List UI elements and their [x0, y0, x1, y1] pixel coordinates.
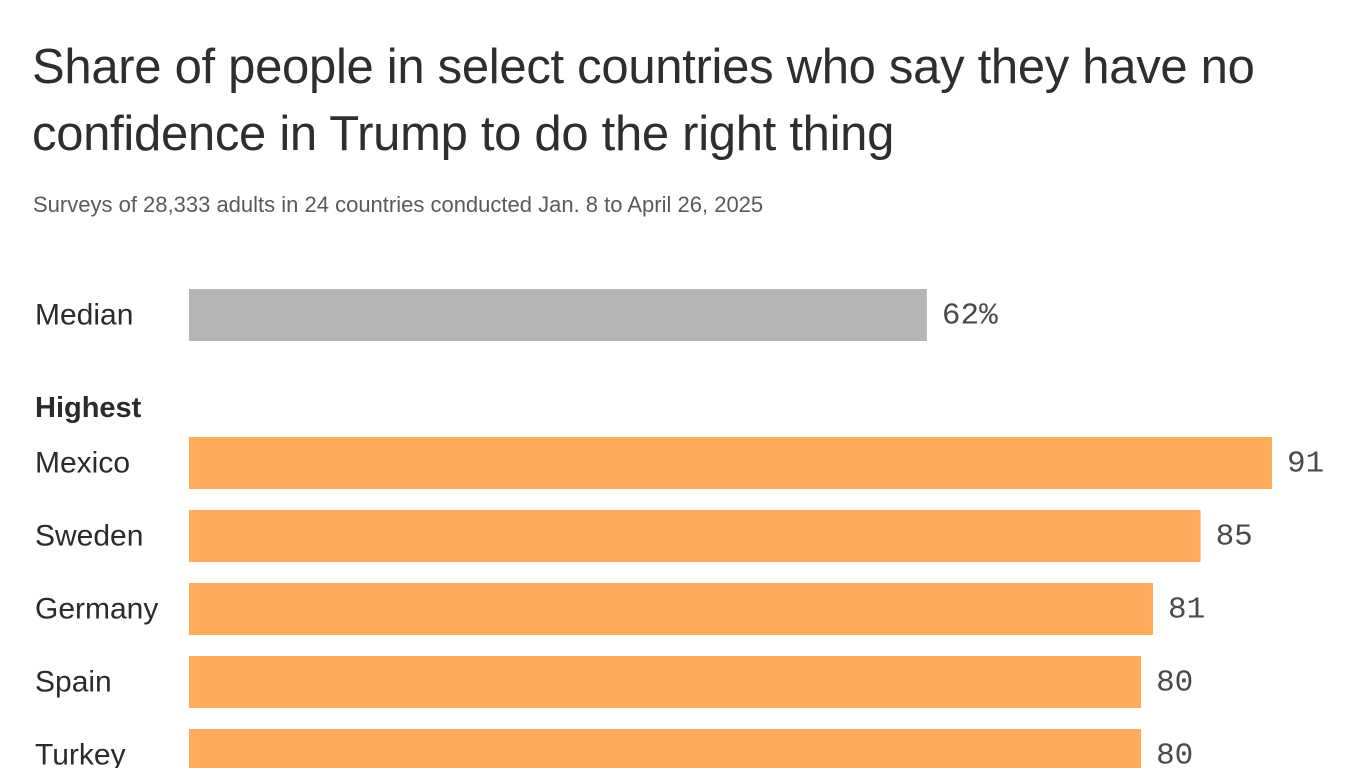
value-label: 85	[1216, 520, 1253, 555]
value-label: 80	[1156, 739, 1193, 768]
bar	[189, 289, 927, 341]
chart-subtitle: Surveys of 28,333 adults in 24 countries…	[33, 192, 764, 217]
value-label: 80	[1156, 666, 1193, 701]
bar	[189, 510, 1201, 562]
value-label: 81	[1168, 593, 1205, 628]
bar	[189, 656, 1142, 708]
group-label: Highest	[35, 392, 142, 424]
bar	[189, 729, 1142, 768]
category-label: Spain	[35, 666, 112, 699]
bar	[189, 583, 1153, 635]
value-label: 91	[1287, 447, 1324, 482]
category-label: Germany	[35, 593, 158, 626]
category-label: Sweden	[35, 520, 143, 553]
bar	[189, 437, 1272, 489]
category-label: Median	[35, 299, 133, 332]
category-label: Turkey	[35, 739, 126, 768]
category-label: Mexico	[35, 447, 130, 480]
value-label: 62%	[942, 299, 998, 334]
chart-title: Share of people in select countries who …	[32, 40, 1255, 161]
